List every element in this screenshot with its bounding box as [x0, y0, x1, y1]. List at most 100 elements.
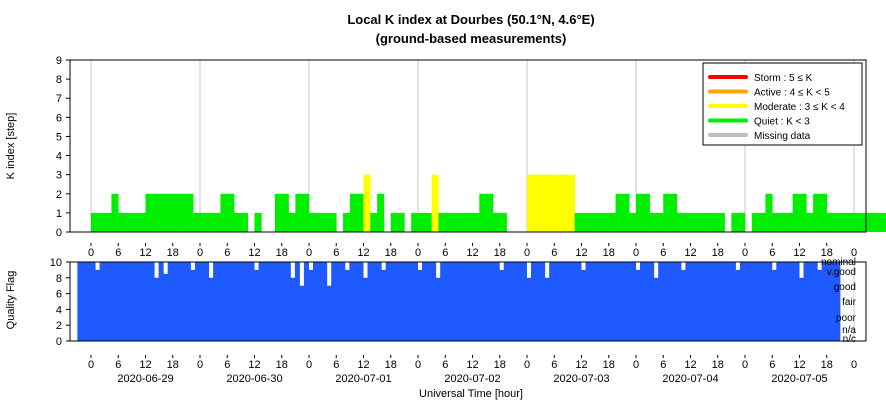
k-bar — [881, 212, 886, 232]
quality-gap — [527, 262, 531, 278]
k-bar — [595, 212, 603, 232]
k-y-tick-label: 0 — [56, 227, 62, 239]
quality-bars — [77, 262, 841, 341]
k-bar — [172, 193, 180, 232]
k-y-tick-label: 2 — [56, 189, 62, 201]
k-y-tick-label: 3 — [56, 170, 62, 182]
k-bar — [200, 212, 208, 232]
k-bar — [152, 193, 160, 232]
k-bar — [309, 212, 317, 232]
date-label: 2020-07-03 — [553, 373, 609, 385]
quality-gap — [190, 262, 195, 270]
k-bar — [854, 212, 862, 232]
k-bar — [390, 212, 398, 232]
quality-gap — [154, 262, 159, 278]
k-bar — [629, 212, 637, 232]
quality-flag-label: fair — [842, 297, 857, 308]
hour-tick-label: 18 — [385, 247, 397, 259]
quality-gap — [418, 262, 422, 270]
k-bar — [234, 212, 242, 232]
k-bar — [227, 193, 235, 232]
hour-tick-label: 12 — [248, 359, 260, 371]
quality-gap — [345, 262, 350, 270]
hour-tick-label: 0 — [742, 247, 748, 259]
k-bar — [670, 193, 678, 232]
legend: Storm : 5 ≤ K Active : 4 ≤ K < 5 Moderate … — [702, 62, 863, 146]
hour-tick-label: 18 — [712, 359, 724, 371]
quality-flag-label: v.good — [827, 267, 856, 278]
k-bar — [779, 212, 787, 232]
quality-flag-label: nominal — [821, 257, 856, 268]
quality-gap — [299, 262, 304, 286]
k-y-tick-label: 1 — [56, 208, 62, 220]
k-bar — [213, 212, 221, 232]
k-bar — [867, 212, 875, 232]
k-bar — [540, 174, 548, 232]
k-bar — [758, 212, 766, 232]
hour-tick-label: 12 — [684, 247, 696, 259]
quality-plot-frame — [69, 261, 867, 342]
hour-tick-label: 0 — [197, 359, 203, 371]
k-bar — [649, 212, 657, 232]
quality-flag-label: poor — [836, 313, 857, 324]
quality-y-tick-label: 4 — [56, 304, 62, 316]
hour-tick-label: 6 — [115, 359, 121, 371]
legend-label: Active : 4 ≤ K < 5 — [754, 88, 830, 99]
k-bar — [206, 212, 214, 232]
k-bar — [349, 193, 357, 232]
quality-gap — [381, 262, 386, 270]
date-label: 2020-06-30 — [226, 373, 282, 385]
hour-tick-label: 0 — [851, 359, 857, 371]
k-bar — [486, 193, 494, 232]
date-labels: 2020-06-29 2020-06-30 2020-07-01 2020-07-02… — [117, 373, 827, 385]
k-bar — [833, 212, 841, 232]
quality-gap — [254, 262, 259, 270]
quality-y-tick-label: 8 — [56, 273, 62, 285]
quality-y-ticks: 0 2 4 6 8 10 — [50, 257, 70, 348]
hour-tick-label: 0 — [524, 247, 530, 259]
k-bar — [452, 212, 460, 232]
hour-labels-middle: 0 6 12 18 0 6 12 18 0 6 12 18 0 6 12 18 0 6 12 18 0 6 12 18 0 6 12… — [88, 243, 857, 259]
k-bar — [159, 193, 167, 232]
k-bar — [492, 212, 501, 232]
k-y-tick-label: 4 — [56, 151, 62, 163]
quality-flag-label: n/c — [843, 334, 856, 345]
hour-tick-label: 6 — [660, 359, 666, 371]
legend-label: Moderate : 3 ≤ K < 4 — [754, 102, 845, 113]
quality-bar-fill — [77, 262, 841, 341]
hour-tick-label: 6 — [442, 359, 448, 371]
k-bar — [220, 193, 228, 232]
hour-tick-label: 12 — [575, 359, 587, 371]
k-bar — [131, 212, 139, 232]
hour-labels-bottom: 0 6 12 18 0 6 12 18 0 6 12 18 0 6 12 18 0 6 12 18 0 6 12 18 0 6 12… — [88, 355, 857, 371]
k-bar — [499, 212, 507, 232]
k-bar — [622, 193, 630, 232]
hour-tick-label: 0 — [415, 247, 421, 259]
k-bar — [554, 174, 562, 232]
quality-y-tick-label: 0 — [56, 336, 62, 348]
hour-tick-label: 6 — [333, 359, 339, 371]
k-bar — [826, 212, 834, 232]
hour-tick-label: 12 — [139, 359, 151, 371]
k-bar — [240, 212, 248, 232]
quality-gap — [772, 262, 777, 270]
k-bar — [343, 212, 351, 232]
k-y-tick-label: 5 — [56, 131, 62, 143]
k-bar — [799, 193, 807, 232]
legend-label: Storm : 5 ≤ K — [754, 73, 813, 84]
k-y-axis-label: K index [step] — [5, 113, 17, 180]
hour-tick-label: 6 — [333, 247, 339, 259]
k-bar — [792, 193, 800, 232]
date-label: 2020-06-29 — [117, 373, 173, 385]
k-bar — [329, 212, 337, 232]
x-axis-label: Universal Time [hour] — [419, 388, 523, 400]
k-bar — [615, 193, 623, 232]
k-bar — [465, 212, 473, 232]
hour-tick-label: 6 — [551, 247, 557, 259]
k-bar — [165, 193, 174, 232]
k-bar — [145, 193, 153, 232]
k-bar — [731, 212, 739, 232]
k-bar — [302, 193, 310, 232]
